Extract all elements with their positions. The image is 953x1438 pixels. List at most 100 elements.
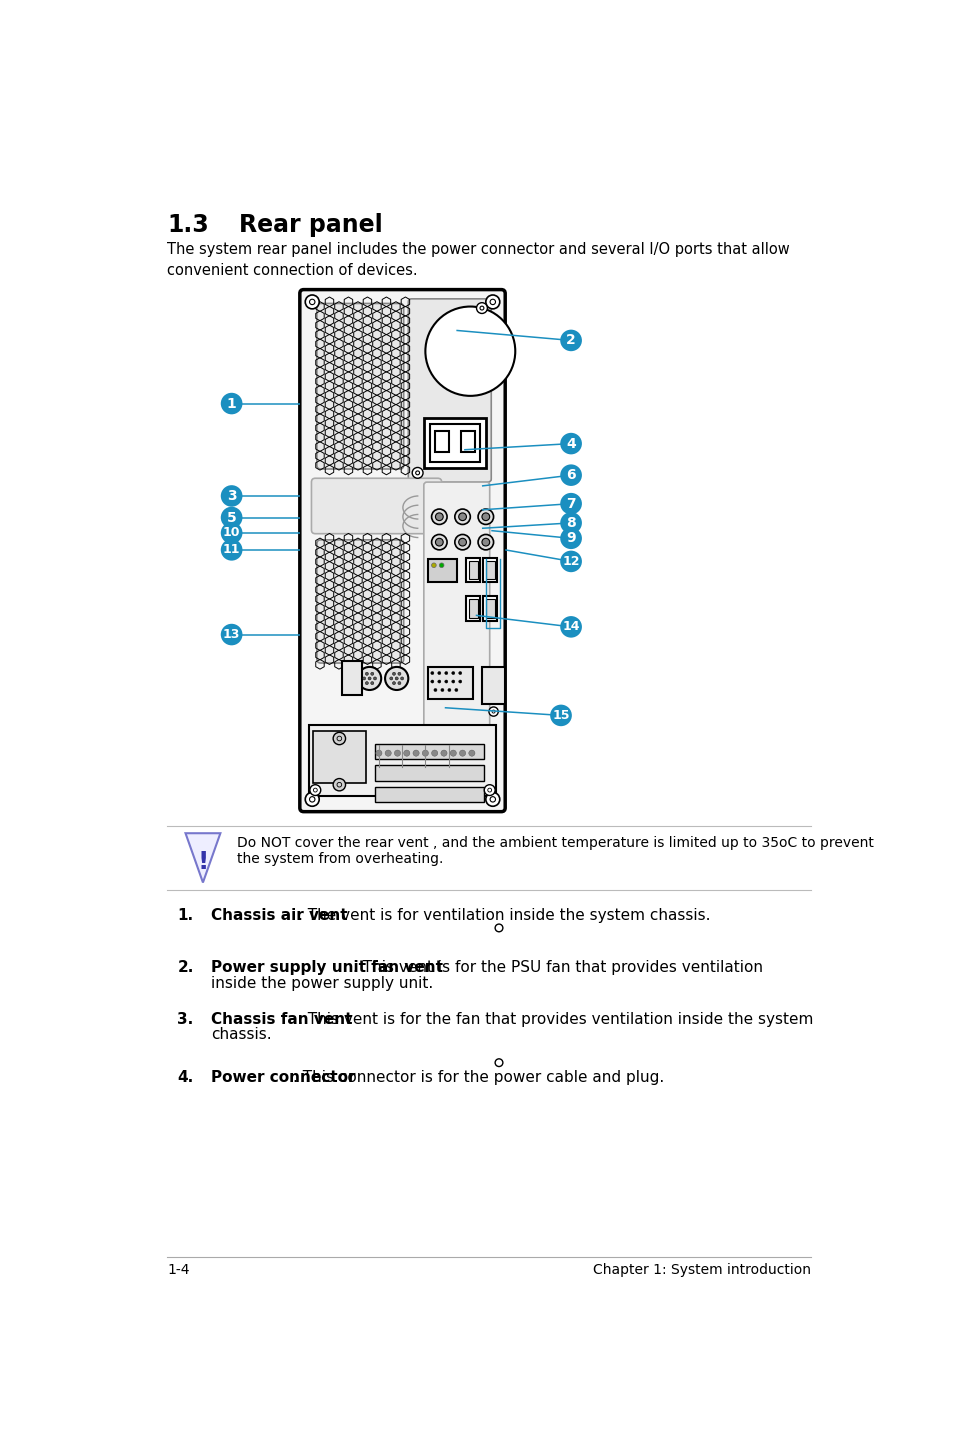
Text: 4.: 4. xyxy=(177,1070,193,1084)
Circle shape xyxy=(495,1058,502,1067)
Circle shape xyxy=(385,751,391,756)
Circle shape xyxy=(397,682,400,684)
Circle shape xyxy=(220,539,242,561)
Circle shape xyxy=(305,792,319,807)
Circle shape xyxy=(220,624,242,646)
Circle shape xyxy=(310,785,320,795)
Circle shape xyxy=(392,672,395,676)
Circle shape xyxy=(550,705,571,726)
Circle shape xyxy=(365,672,368,676)
Circle shape xyxy=(458,513,466,521)
Text: 6: 6 xyxy=(566,469,576,482)
Circle shape xyxy=(397,672,400,676)
Circle shape xyxy=(479,306,483,311)
Circle shape xyxy=(431,509,447,525)
FancyBboxPatch shape xyxy=(299,289,505,811)
Circle shape xyxy=(435,513,443,521)
Bar xyxy=(481,667,505,703)
Text: . The vent is for ventilation inside the system chassis.: . The vent is for ventilation inside the… xyxy=(297,907,710,923)
Circle shape xyxy=(431,751,437,756)
Text: 15: 15 xyxy=(552,709,569,722)
Circle shape xyxy=(559,528,581,549)
Circle shape xyxy=(220,522,242,544)
Circle shape xyxy=(439,562,443,568)
Bar xyxy=(468,600,477,617)
FancyBboxPatch shape xyxy=(316,539,403,663)
Circle shape xyxy=(431,672,434,674)
Circle shape xyxy=(452,672,455,674)
Circle shape xyxy=(468,751,475,756)
Circle shape xyxy=(559,512,581,533)
Circle shape xyxy=(559,433,581,454)
Circle shape xyxy=(485,792,499,807)
Text: 4: 4 xyxy=(566,437,576,450)
Circle shape xyxy=(477,535,493,549)
FancyBboxPatch shape xyxy=(408,299,491,482)
Bar xyxy=(435,430,448,452)
Text: the system from overheating.: the system from overheating. xyxy=(236,851,443,866)
Circle shape xyxy=(333,732,345,745)
Circle shape xyxy=(305,295,319,309)
Circle shape xyxy=(484,785,495,795)
Circle shape xyxy=(357,667,381,690)
Circle shape xyxy=(431,535,447,549)
Circle shape xyxy=(481,538,489,546)
Circle shape xyxy=(444,680,447,683)
Text: 1.: 1. xyxy=(177,907,193,923)
Circle shape xyxy=(365,682,368,684)
Text: 7: 7 xyxy=(566,496,576,510)
Circle shape xyxy=(440,689,443,692)
Text: 12: 12 xyxy=(561,555,579,568)
Circle shape xyxy=(559,615,581,637)
Circle shape xyxy=(390,677,393,680)
Circle shape xyxy=(444,672,447,674)
Text: Chassis air vent: Chassis air vent xyxy=(211,907,347,923)
Bar xyxy=(430,424,479,462)
Circle shape xyxy=(412,467,422,479)
Circle shape xyxy=(413,751,418,756)
Circle shape xyxy=(349,670,358,679)
Text: 8: 8 xyxy=(566,516,576,531)
Bar xyxy=(485,561,495,580)
Circle shape xyxy=(476,302,487,313)
Circle shape xyxy=(447,689,451,692)
Text: 14: 14 xyxy=(561,620,579,633)
Circle shape xyxy=(477,509,493,525)
Text: The system rear panel includes the power connector and several I/O ports that al: The system rear panel includes the power… xyxy=(167,242,789,279)
Bar xyxy=(468,561,477,580)
Circle shape xyxy=(458,672,461,674)
Text: 1: 1 xyxy=(227,397,236,411)
Text: chassis.: chassis. xyxy=(211,1027,271,1043)
FancyBboxPatch shape xyxy=(316,303,403,469)
Bar xyxy=(485,600,495,617)
Circle shape xyxy=(416,470,419,475)
Circle shape xyxy=(395,677,397,680)
Bar xyxy=(427,667,472,699)
Text: . This connector is for the power cable and plug.: . This connector is for the power cable … xyxy=(293,1070,663,1084)
FancyBboxPatch shape xyxy=(311,479,441,533)
Text: Chapter 1: System introduction: Chapter 1: System introduction xyxy=(592,1263,810,1277)
Text: . This vent is for the PSU fan that provides ventilation: . This vent is for the PSU fan that prov… xyxy=(353,961,762,975)
Circle shape xyxy=(336,736,341,741)
Text: 11: 11 xyxy=(223,544,240,557)
Circle shape xyxy=(450,751,456,756)
Text: . This vent is for the fan that provides ventilation inside the system: . This vent is for the fan that provides… xyxy=(297,1012,813,1027)
Circle shape xyxy=(440,751,447,756)
FancyBboxPatch shape xyxy=(423,482,489,743)
Bar xyxy=(375,765,484,781)
Polygon shape xyxy=(185,833,220,883)
Text: 13: 13 xyxy=(223,628,240,641)
Circle shape xyxy=(368,677,371,680)
Text: 2.: 2. xyxy=(177,961,193,975)
Bar xyxy=(483,597,497,621)
Circle shape xyxy=(485,295,499,309)
Circle shape xyxy=(488,707,497,716)
Text: Do NOT cover the rear vent , and the ambient temperature is limited up to 35oC t: Do NOT cover the rear vent , and the amb… xyxy=(236,837,873,850)
Text: inside the power supply unit.: inside the power supply unit. xyxy=(211,975,433,991)
Circle shape xyxy=(481,513,489,521)
Circle shape xyxy=(220,485,242,506)
Circle shape xyxy=(375,751,381,756)
Circle shape xyxy=(394,751,400,756)
Circle shape xyxy=(403,751,410,756)
Circle shape xyxy=(495,925,502,932)
